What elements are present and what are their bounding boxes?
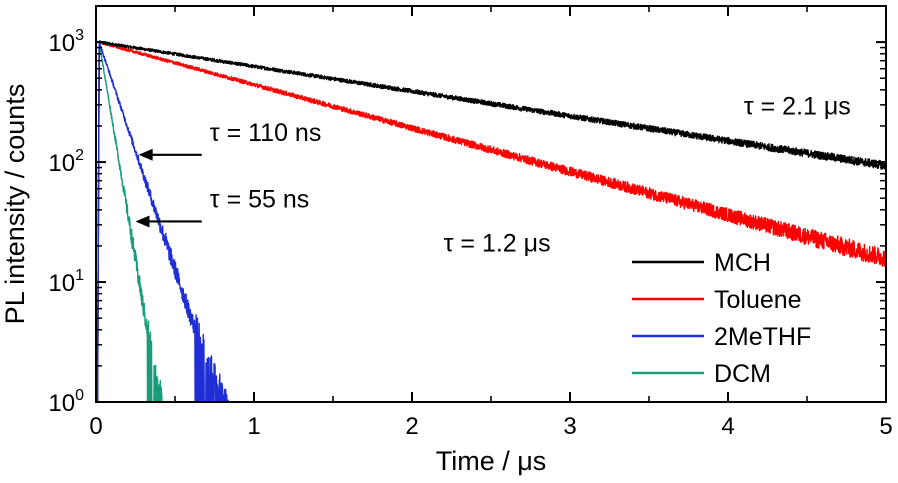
- x-tick-label: 5: [879, 413, 892, 440]
- annotation-1: τ = 2.1 μs: [744, 92, 851, 120]
- x-tick-label: 2: [405, 413, 418, 440]
- annotation-3: τ = 110 ns: [210, 119, 322, 147]
- legend-label-toluene: Toluene: [714, 286, 802, 314]
- x-axis-title: Time / μs: [436, 446, 547, 476]
- legend-label-2methf: 2MeTHF: [714, 323, 811, 351]
- annotation-arrow-head: [138, 148, 153, 161]
- y-tick-label: 100: [48, 387, 84, 417]
- annotation-2: τ = 1.2 μs: [444, 229, 551, 257]
- y-tick-label: 102: [48, 147, 84, 177]
- legend-label-dcm: DCM: [714, 360, 771, 388]
- x-tick-label: 0: [89, 413, 102, 440]
- y-tick-label: 101: [48, 267, 84, 297]
- annotation-4: τ = 55 ns: [210, 185, 310, 213]
- x-tick-label: 1: [247, 413, 260, 440]
- x-tick-label: 4: [721, 413, 734, 440]
- y-tick-label: 103: [48, 27, 84, 57]
- series-line-toluene: [96, 40, 887, 403]
- legend-label-mch: MCH: [714, 249, 771, 277]
- annotations-layer: τ = 2.1 μs τ = 1.2 μs τ = 110 ns τ = 55 ns: [135, 92, 851, 257]
- annotation-arrow-head: [135, 215, 150, 228]
- series-line-mch: [96, 40, 887, 403]
- y-axis-title: PL intensity / counts: [0, 84, 30, 325]
- axes-layer: 0 1 2 3 4 5 100 101 102 103: [48, 5, 893, 440]
- x-tick-label: 3: [563, 413, 576, 440]
- legend: MCH Toluene 2MeTHF DCM: [632, 249, 811, 388]
